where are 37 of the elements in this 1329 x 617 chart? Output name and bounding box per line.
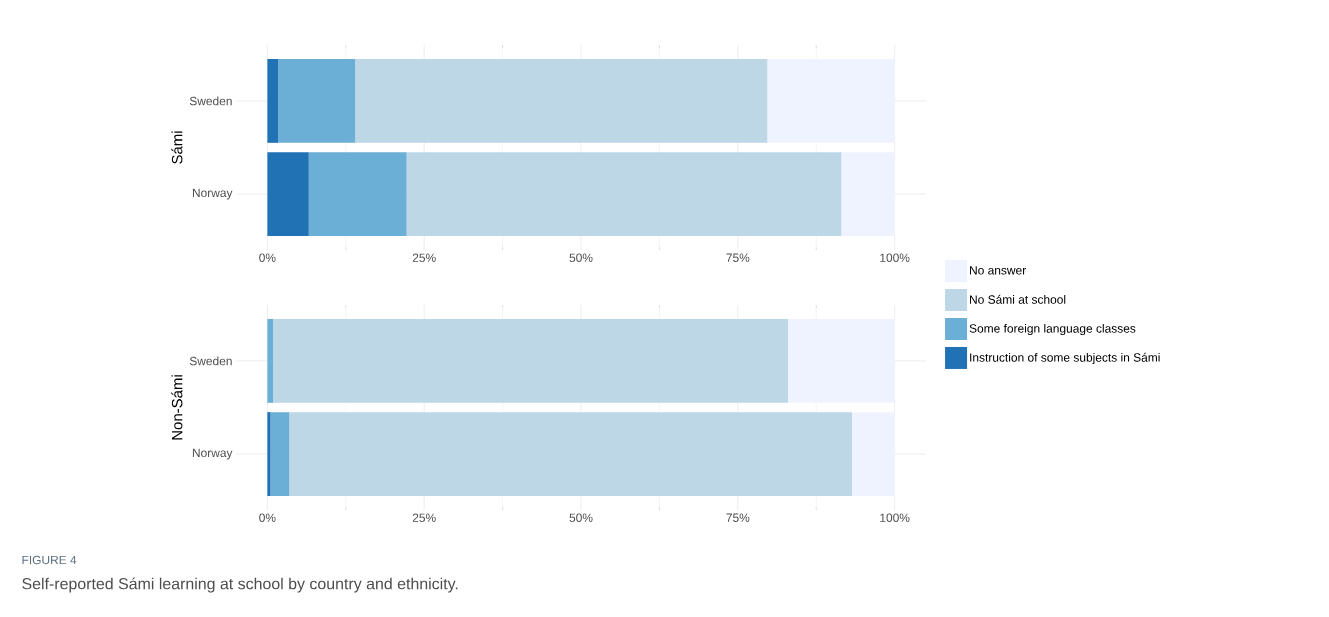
- x-tick-label: 0%: [259, 253, 276, 262]
- bar: [267, 152, 309, 237]
- x-tick-label: 75%: [726, 513, 750, 522]
- bar: [267, 412, 271, 497]
- x-tick-label: 25%: [412, 513, 436, 522]
- legend-label: No Sámi at school: [970, 294, 1066, 304]
- x-tick-label: 100%: [880, 513, 910, 522]
- y-tick-label: Norway: [192, 188, 233, 200]
- bar: [355, 58, 768, 143]
- caption: FIGURE 4: [22, 555, 77, 565]
- bar: [267, 58, 279, 143]
- legend-label: No answer: [970, 266, 1026, 275]
- x-tick-label: 50%: [569, 513, 593, 522]
- bar: [406, 152, 842, 237]
- bar: [841, 152, 895, 237]
- bar: [278, 58, 356, 143]
- bar: [788, 318, 895, 403]
- bar: [289, 412, 852, 497]
- y-tick-label: Norway: [192, 448, 233, 460]
- y-tick-label: Sweden: [189, 356, 232, 366]
- bar: [270, 412, 290, 497]
- x-tick-label: 75%: [726, 253, 750, 262]
- legend-label: Instruction of some subjects in Sámi: [970, 352, 1160, 365]
- x-tick-label: 0%: [259, 513, 276, 522]
- bar: [308, 152, 407, 237]
- x-tick-label: 100%: [880, 253, 910, 262]
- text: Self-reported Sámi learning at school by country and ethnicity.: [22, 577, 458, 593]
- bar: [273, 318, 789, 403]
- y-axis-title: Sámi: [171, 131, 183, 164]
- x-tick-label: 50%: [569, 253, 593, 262]
- bar: [267, 318, 274, 403]
- legend-label: Some foreign language classes: [969, 323, 1136, 336]
- bar: [767, 58, 895, 143]
- y-axis-title: Non-Sámi: [171, 375, 183, 440]
- bar: [851, 412, 895, 497]
- y-tick-label: Sweden: [189, 96, 232, 106]
- x-tick-label: 25%: [412, 253, 436, 262]
